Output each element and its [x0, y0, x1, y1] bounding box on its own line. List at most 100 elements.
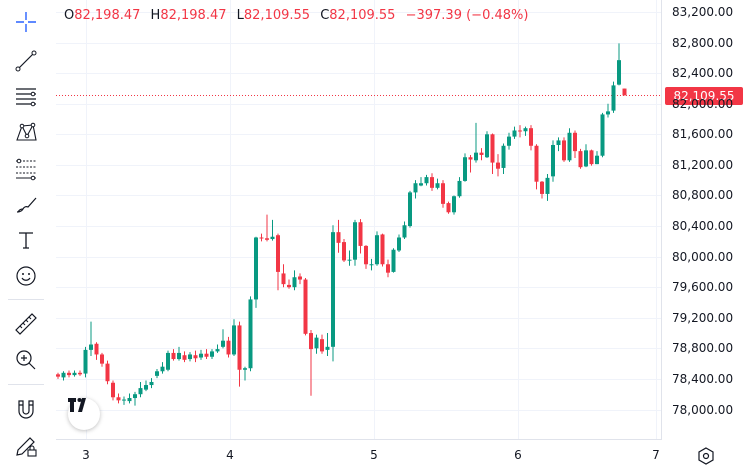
- candle-body: [479, 152, 484, 155]
- candle-body: [243, 368, 247, 370]
- candle-body: [518, 130, 522, 132]
- candle-body: [534, 145, 539, 182]
- time-tick-label: 5: [370, 448, 378, 462]
- candle-body: [116, 397, 121, 401]
- candle-body: [364, 245, 368, 265]
- candle-body: [507, 136, 511, 146]
- candle-body: [259, 237, 264, 239]
- candle-body: [551, 145, 555, 177]
- emoji-tool-button[interactable]: [8, 260, 44, 292]
- candle-body: [292, 277, 297, 288]
- time-scale[interactable]: 3 4 5 6 7: [56, 441, 662, 470]
- magnet-tool-button[interactable]: [8, 393, 44, 425]
- candle-body: [248, 299, 253, 369]
- candle-body: [342, 242, 346, 261]
- candle-body: [215, 349, 220, 352]
- candle-body: [611, 85, 616, 111]
- price-tick-label: 82,800.00: [672, 35, 734, 50]
- legend-close-label: C: [320, 8, 330, 23]
- zoom-in-icon: [16, 350, 36, 370]
- candle-body: [171, 352, 176, 360]
- candle-body: [386, 264, 390, 273]
- candle-body: [221, 340, 225, 347]
- price-tick-label: 83,200.00: [672, 4, 734, 19]
- candle-body: [177, 352, 181, 360]
- candle-body: [358, 222, 363, 246]
- candle-body: [204, 353, 209, 357]
- candle-body: [265, 238, 269, 240]
- chart-area[interactable]: O82,198.47 H82,198.47 L82,109.55 C82,109…: [56, 0, 745, 470]
- candle-body: [122, 399, 126, 401]
- trend-line-icon: [15, 50, 37, 72]
- pattern-tool-button[interactable]: [8, 116, 44, 148]
- candle-body: [89, 344, 93, 350]
- zoom-in-tool-button[interactable]: [8, 344, 44, 376]
- trend-line-tool-button[interactable]: [8, 44, 44, 76]
- legend-high-value: 82,198.47: [160, 8, 227, 23]
- candle-body: [446, 203, 451, 213]
- candle-body: [155, 371, 159, 376]
- fib-retracement-icon: [16, 158, 36, 181]
- candle-body: [485, 134, 489, 158]
- chart-settings-icon[interactable]: [696, 446, 716, 466]
- candle-body: [72, 372, 77, 376]
- legend-close-value: 82,109.55: [329, 8, 396, 23]
- tradingview-logo-button[interactable]: [68, 398, 100, 430]
- candle-body: [424, 177, 429, 184]
- candle-body: [309, 333, 313, 350]
- drawing-toolbar: [0, 0, 52, 470]
- candle-body: [490, 134, 495, 163]
- candlestick-chart[interactable]: [56, 0, 662, 440]
- price-scale[interactable]: 82,109.55 83,200.00 82,800.00 82,400.00 82,…: [662, 0, 745, 440]
- candle-body: [408, 192, 412, 227]
- candle-body: [545, 177, 550, 194]
- crosshair-tool-button[interactable]: [8, 6, 44, 38]
- candle-body: [193, 355, 198, 359]
- candle-body: [320, 339, 324, 352]
- candle-body: [529, 128, 533, 146]
- price-tick-label: 78,000.00: [672, 402, 734, 417]
- fib-retracement-tool-button[interactable]: [8, 152, 44, 184]
- candle-body: [133, 394, 137, 399]
- candle-body: [523, 128, 528, 132]
- candle-body: [501, 145, 506, 168]
- candle-body: [56, 374, 60, 377]
- candle-body: [336, 232, 341, 243]
- candle-body: [281, 273, 286, 285]
- candle-body: [226, 340, 231, 355]
- candle-body: [105, 363, 110, 382]
- candle-body: [270, 236, 275, 240]
- brush-tool-button[interactable]: [8, 188, 44, 220]
- candle-body: [138, 388, 143, 395]
- candle-body: [182, 355, 187, 360]
- price-tick-label: 81,600.00: [672, 126, 734, 141]
- pattern-icon: [16, 122, 37, 141]
- candle-body: [413, 183, 418, 193]
- candle-body: [369, 264, 374, 266]
- candle-body: [276, 235, 280, 272]
- candle-body: [474, 152, 478, 161]
- price-tick-label: 80,400.00: [672, 218, 734, 233]
- smiley-icon: [16, 266, 36, 286]
- horizontal-lines-icon: [16, 88, 36, 107]
- candle-body: [622, 88, 627, 96]
- price-tick-label: 80,000.00: [672, 249, 734, 264]
- horizontal-lines-tool-button[interactable]: [8, 80, 44, 112]
- time-tick-label: 3: [82, 448, 90, 462]
- ruler-tool-button[interactable]: [8, 308, 44, 340]
- legend-open-value: 82,198.47: [74, 8, 141, 23]
- candle-body: [78, 372, 82, 375]
- lock-drawing-tool-button[interactable]: [8, 430, 44, 462]
- price-pane[interactable]: O82,198.47 H82,198.47 L82,109.55 C82,109…: [56, 0, 662, 440]
- candle-body: [314, 337, 319, 349]
- candle-body: [188, 354, 192, 360]
- tradingview-logo-icon: [68, 398, 86, 412]
- text-tool-button[interactable]: [8, 224, 44, 256]
- candle-body: [595, 155, 599, 165]
- legend-low-label: L: [236, 8, 244, 23]
- candle-body: [325, 346, 330, 350]
- crosshair-icon: [16, 12, 36, 32]
- legend-open-label: O: [64, 8, 75, 23]
- pencil-lock-icon: [16, 437, 37, 457]
- legend-high-label: H: [150, 8, 161, 23]
